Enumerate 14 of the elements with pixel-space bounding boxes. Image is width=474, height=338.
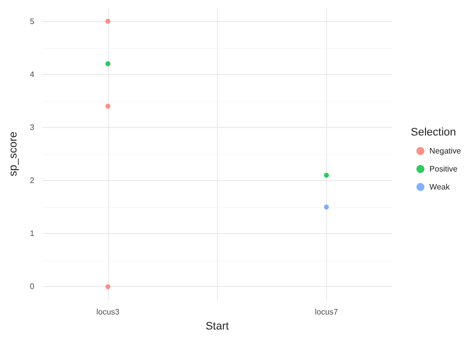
y-tick-label: 3 [30, 122, 35, 132]
legend-label: Positive [429, 164, 458, 174]
x-tick-label: locus3 [96, 308, 120, 316]
legend-title: Selection [410, 126, 456, 138]
legend-label: Negative [429, 146, 462, 156]
legend-label: Weak [429, 182, 451, 192]
x-axis-title: Start [206, 320, 229, 332]
y-tick-label: 4 [30, 70, 35, 79]
y-tick-label: 1 [30, 229, 35, 238]
y-tick-label: 5 [30, 16, 35, 26]
x-tick-label: locus7 [314, 308, 339, 316]
y-tick-label: 2 [30, 176, 35, 186]
y-tick-label: 0 [30, 282, 35, 292]
y-axis-title: sp_score [8, 132, 20, 176]
